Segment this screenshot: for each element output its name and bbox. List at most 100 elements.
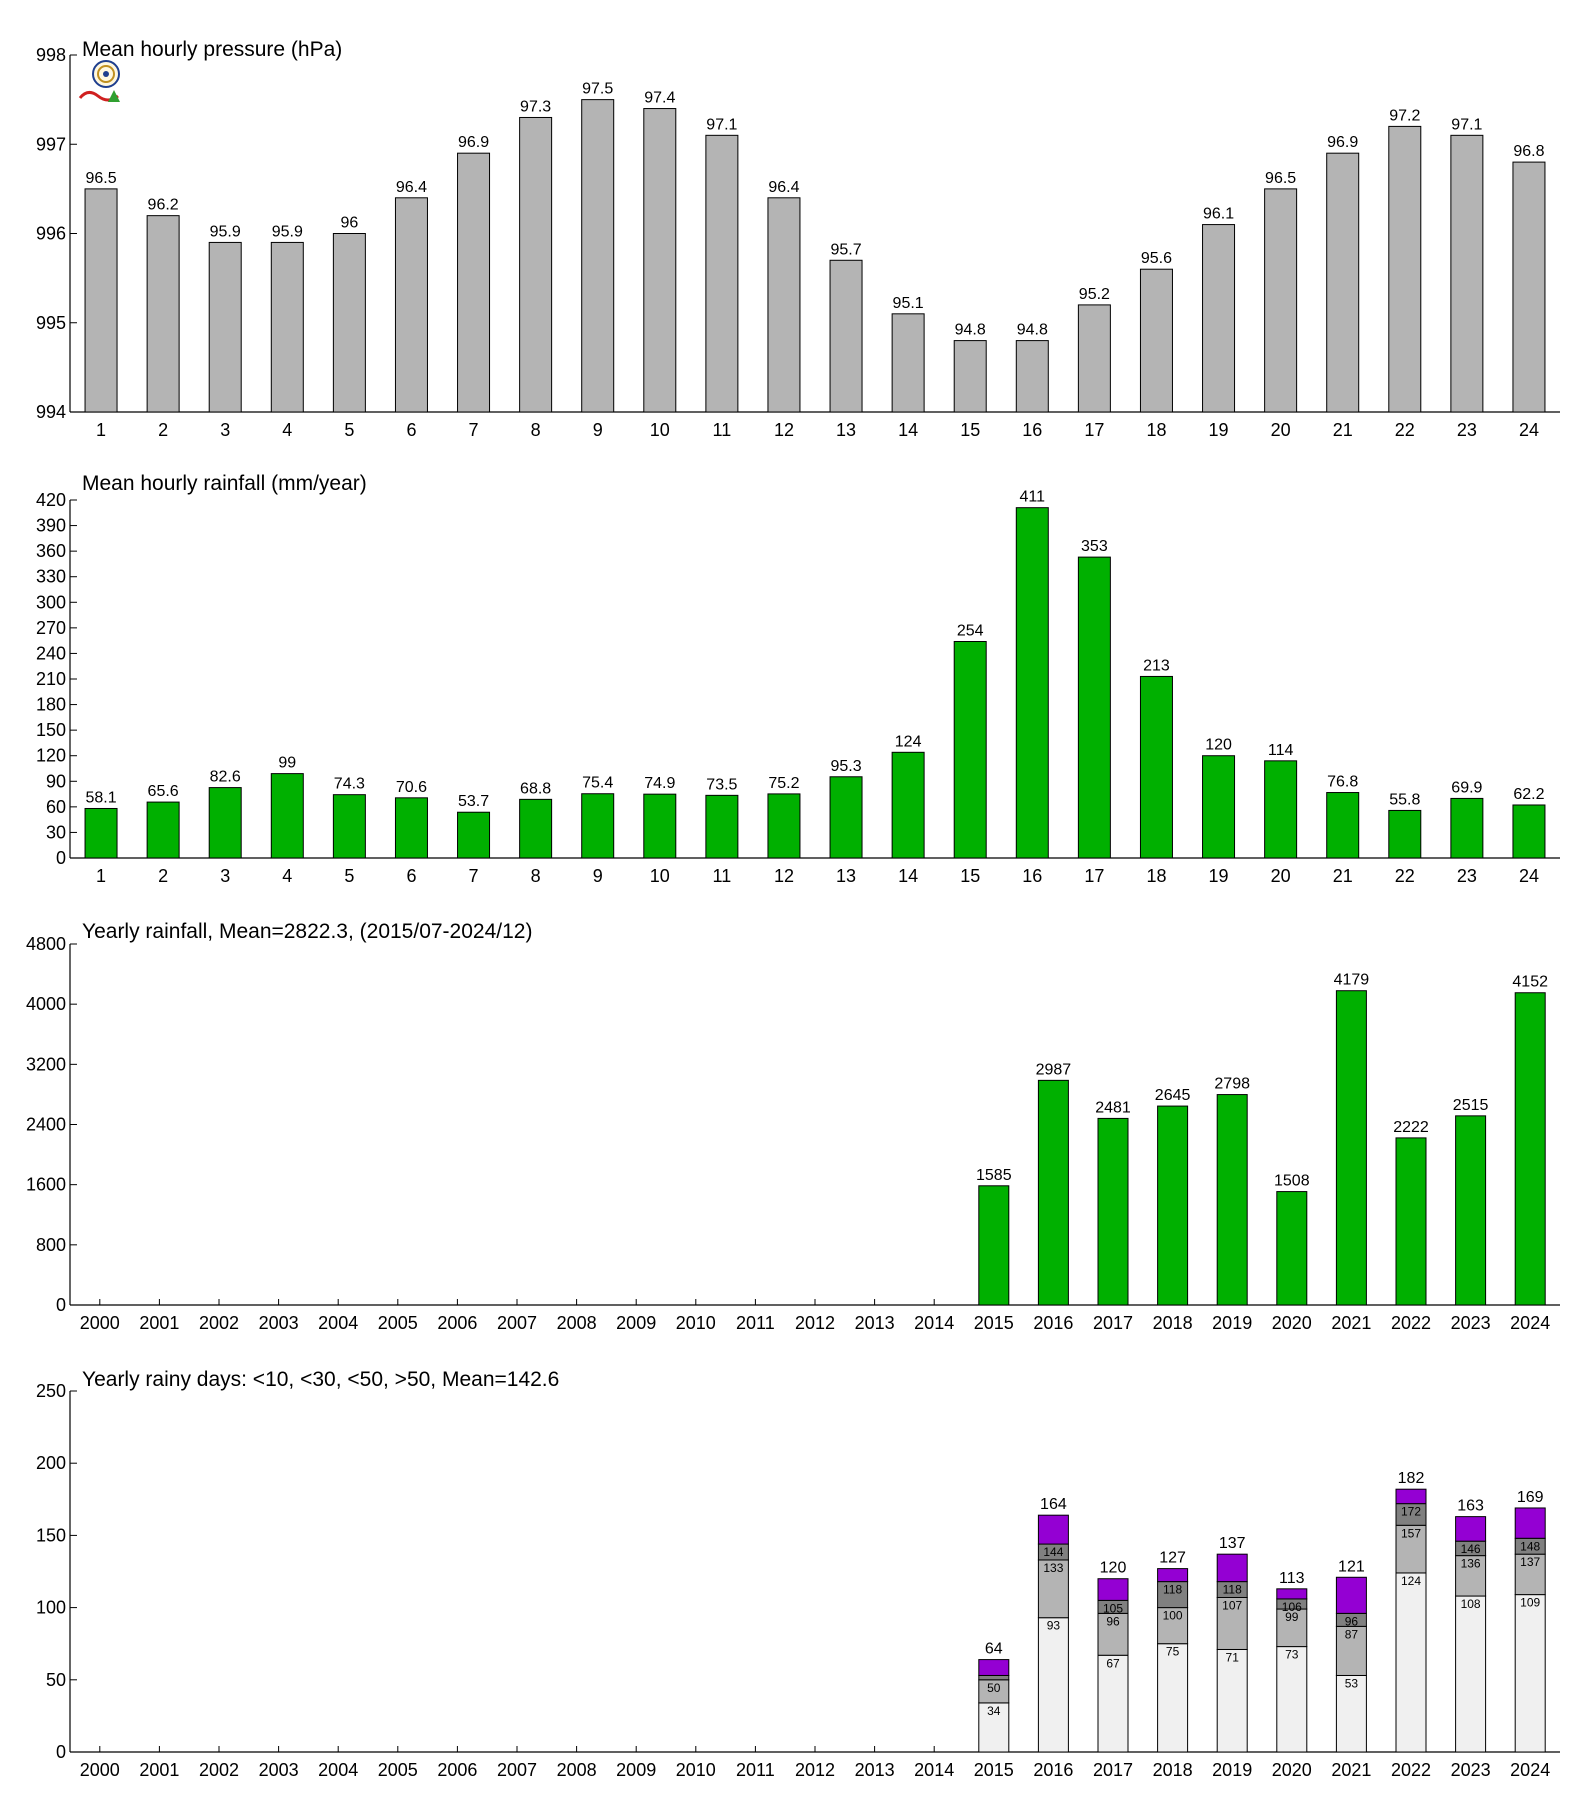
yearly-rainfall-bar-label: 4152 — [1512, 974, 1548, 991]
rainy-days-segment — [1097, 1654, 1129, 1753]
hourly-rainfall-bar-label: 68.8 — [520, 780, 551, 797]
hourly-rainfall-bar — [767, 793, 801, 859]
yearly-rainfall-x-tick-label: 2001 — [139, 1313, 179, 1333]
yearly-rainfall-y-tick-label: 1600 — [26, 1175, 66, 1195]
pressure-x-tick-label: 21 — [1333, 420, 1353, 440]
hourly-rainfall-bar-label: 73.5 — [706, 776, 737, 793]
yearly-rainfall-bar — [1097, 1117, 1129, 1306]
rainy-days-total-label: 121 — [1338, 1558, 1365, 1575]
pressure-bar-label: 95.9 — [272, 223, 303, 240]
rainy-days-segment — [1037, 1514, 1069, 1545]
rainy-days-segment — [978, 1659, 1010, 1676]
yearly-rainfall-x-tick-label: 2017 — [1093, 1313, 1133, 1333]
hourly-rainfall-y-tick-label: 300 — [36, 592, 66, 612]
hourly-rainfall-bar — [146, 801, 180, 859]
yearly-rainfall-bar-label: 2515 — [1453, 1097, 1489, 1114]
hourly-rainfall-x-tick-label: 6 — [406, 866, 416, 886]
hourly-rainfall-x-tick-label: 3 — [220, 866, 230, 886]
rainy-days-x-tick-label: 2018 — [1153, 1760, 1193, 1780]
rainy-days-segment-label: 137 — [1520, 1555, 1540, 1569]
hourly-rainfall-x-tick-label: 17 — [1084, 866, 1104, 886]
pressure-x-tick-label: 5 — [344, 420, 354, 440]
hourly-rainfall-y-tick-label: 0 — [56, 848, 66, 868]
pressure-bar — [394, 197, 428, 413]
rainy-days-segment-label: 144 — [1043, 1545, 1063, 1559]
yearly-rainfall-x-tick-label: 2020 — [1272, 1313, 1312, 1333]
rainy-days-x-tick-label: 2000 — [80, 1760, 120, 1780]
rainy-days-segment — [1276, 1588, 1308, 1600]
yearly-rainfall-x-tick-label: 2018 — [1153, 1313, 1193, 1333]
hourly-rainfall-bar — [1202, 755, 1236, 859]
pressure-bar-label: 95.7 — [830, 241, 861, 258]
yearly-rainfall-x-tick-label: 2022 — [1391, 1313, 1431, 1333]
yearly-rainfall-x-tick-label: 2015 — [974, 1313, 1014, 1333]
hourly-rainfall-bar-label: 82.6 — [210, 769, 241, 786]
rainy-days-chart-title: Yearly rainy days: <10, <30, <50, >50, M… — [82, 1368, 559, 1391]
rainy-days-x-tick-label: 2022 — [1391, 1760, 1431, 1780]
hourly-rainfall-bar-label: 411 — [1020, 489, 1046, 506]
rainy-days-total-label: 182 — [1398, 1470, 1425, 1487]
hourly-rainfall-bar — [705, 794, 739, 859]
yearly-rainfall-y-tick-label: 2400 — [26, 1115, 66, 1135]
hourly-rainfall-bar — [1450, 797, 1484, 859]
yearly-rainfall-x-tick-label: 2016 — [1033, 1313, 1073, 1333]
pressure-bar-label: 94.8 — [955, 322, 986, 339]
lab-logo — [78, 60, 120, 102]
pressure-bar — [581, 99, 615, 413]
pressure-x-tick-label: 14 — [898, 420, 918, 440]
pressure-bar-label: 97.2 — [1389, 107, 1420, 124]
rainy-days-segment — [1335, 1576, 1367, 1614]
hourly-rainfall-bar — [1326, 792, 1360, 859]
pressure-y-tick-label: 996 — [36, 224, 66, 244]
yearly-rainfall-bar — [1216, 1094, 1248, 1306]
hourly-rainfall-bar-label: 75.4 — [582, 775, 613, 792]
rainy-days-segment — [1395, 1524, 1427, 1574]
rainy-days-segment-label: 105 — [1103, 1601, 1123, 1615]
hourly-rainfall-x-tick-label: 18 — [1146, 866, 1166, 886]
hourly-rainfall-bar-label: 114 — [1268, 742, 1294, 759]
pressure-bar — [1264, 188, 1298, 413]
yearly-rainfall-y-tick-label: 4000 — [26, 994, 66, 1014]
hourly-rainfall-x-tick-label: 4 — [282, 866, 292, 886]
rainy-days-total-label: 163 — [1457, 1498, 1484, 1515]
pressure-bar-label: 96.4 — [396, 179, 427, 196]
rainy-days-x-tick-label: 2012 — [795, 1760, 835, 1780]
pressure-bar-label: 97.4 — [644, 90, 675, 107]
pressure-x-tick-label: 23 — [1457, 420, 1477, 440]
pressure-bar-label: 96.5 — [1265, 170, 1296, 187]
hourly-rainfall-bar-label: 124 — [895, 733, 922, 750]
rainy-days-y-tick-label: 200 — [36, 1453, 66, 1473]
hourly-rainfall-x-tick-label: 1 — [96, 866, 106, 886]
pressure-bar-label: 96.9 — [1327, 134, 1358, 151]
rainy-days-segment-label: 107 — [1222, 1598, 1242, 1612]
pressure-bar — [1015, 340, 1049, 413]
pressure-bar-label: 95.1 — [893, 295, 924, 312]
rainy-days-segment-label: 118 — [1163, 1583, 1182, 1597]
hourly-rainfall-bar-label: 74.3 — [334, 776, 365, 793]
rainy-days-segment — [1097, 1612, 1129, 1656]
yearly-rainfall-x-tick-label: 2013 — [855, 1313, 895, 1333]
rainy-days-segment-label: 109 — [1520, 1596, 1540, 1610]
hourly-rainfall-y-tick-label: 240 — [36, 643, 66, 663]
yearly-rainfall-x-tick-label: 2014 — [914, 1313, 954, 1333]
rainy-days-total-label: 64 — [985, 1641, 1003, 1658]
hourly-rainfall-x-tick-label: 24 — [1519, 866, 1539, 886]
rainy-days-segment — [1216, 1648, 1248, 1753]
yearly-rainfall-x-tick-label: 2005 — [378, 1313, 418, 1333]
rainy-days-segment — [1395, 1488, 1427, 1505]
pressure-x-tick-label: 15 — [960, 420, 980, 440]
rainy-days-segment-label: 99 — [1285, 1610, 1299, 1624]
hourly-rainfall-x-tick-label: 21 — [1333, 866, 1353, 886]
rainy-days-total-label: 169 — [1517, 1489, 1544, 1506]
pressure-bar — [208, 241, 242, 413]
rainy-days-x-tick-label: 2010 — [676, 1760, 716, 1780]
rainy-days-segment-label: 133 — [1043, 1561, 1063, 1575]
hourly-rainfall-bar — [332, 794, 366, 859]
rainy-days-x-tick-label: 2020 — [1272, 1760, 1312, 1780]
hourly-rainfall-x-tick-label: 5 — [344, 866, 354, 886]
hourly-rainfall-bar-label: 70.6 — [396, 779, 427, 796]
yearly-rainfall-bar-label: 2645 — [1155, 1087, 1191, 1104]
hourly-rainfall-x-tick-label: 22 — [1395, 866, 1415, 886]
pressure-bar — [1202, 224, 1236, 413]
yearly-rainfall-bar — [1395, 1137, 1427, 1306]
